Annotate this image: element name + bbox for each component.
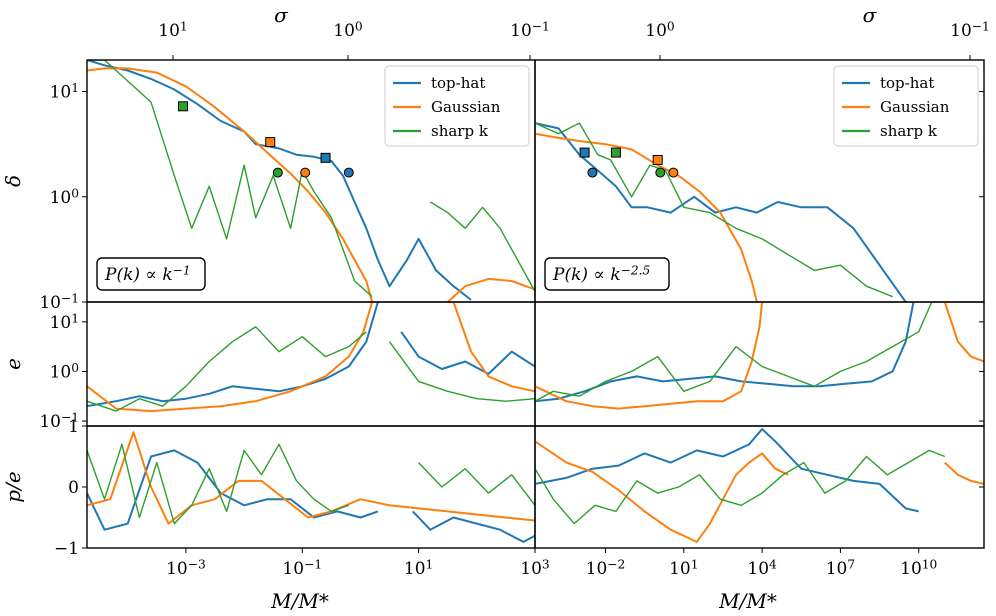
y-tick-label: 0 (68, 478, 79, 498)
subplot-e: 10−1 100 101 e (1, 301, 536, 433)
legend-box (384, 65, 530, 147)
series-line-gaussian (535, 440, 789, 543)
y-tick-label: 101 (50, 81, 79, 103)
subplot-p-e: 10−2 101 104 107 1010 M/M* (534, 425, 985, 613)
subplot--: top-hat Gaussian sharp k P(k) ∝ k−2.5 100 10−… (534, 3, 990, 303)
series-line-top-hat (87, 60, 472, 301)
top-x-tick-label: 100 (645, 19, 674, 41)
top-x-tick-label: 101 (158, 19, 187, 41)
series-line-top-hat (87, 449, 379, 531)
marker-square-top-hat (320, 152, 331, 163)
series-line-gaussian (452, 302, 535, 393)
top-axis-label-sigma: σ (274, 3, 289, 27)
axes-frame (86, 425, 536, 549)
axes-frame (534, 425, 985, 549)
y-tick-label: 1 (68, 417, 79, 437)
series-line-gaussian (535, 132, 758, 302)
marker-square-gaussian (652, 154, 663, 165)
spectrum-label-box (544, 257, 670, 291)
series-line-gaussian (944, 461, 984, 485)
y-axis-label-p-e: p/e (1, 471, 25, 502)
series-line-sharp-k (418, 462, 535, 506)
marker-circle-sharp-k (272, 167, 283, 178)
marker-circle-gaussian (300, 167, 311, 178)
legend-label-top-hat: top-hat (431, 74, 485, 92)
series-line-gaussian (87, 431, 535, 525)
spectrum-label: P(k) ∝ k−2.5 (552, 263, 651, 285)
series-line-top-hat (535, 302, 915, 403)
marker-square-top-hat (579, 147, 590, 158)
legend-label-top-hat: top-hat (880, 74, 934, 92)
subplot-e (534, 301, 985, 427)
x-tick-label: 101 (669, 557, 698, 579)
y-tick-label: 10−1 (39, 411, 79, 433)
series-line-gaussian (87, 302, 374, 413)
y-axis-label-e: e (1, 358, 25, 370)
series-group (535, 428, 984, 543)
series-line-sharp-k (87, 443, 350, 525)
marker-square-gaussian (265, 137, 276, 148)
series-group (535, 302, 984, 410)
top-axis-label-sigma: σ (863, 3, 878, 27)
series-line-top-hat (87, 302, 379, 408)
y-tick-label: −1 (54, 539, 79, 559)
top-x-tick-label: 100 (333, 19, 362, 41)
spectrum-label-box (96, 257, 206, 291)
x-tick-label: 1010 (900, 557, 937, 579)
top-x-tick-label: 10−1 (510, 19, 550, 41)
spectrum-label: P(k) ∝ k−1 (104, 263, 191, 285)
series-line-top-hat (535, 122, 907, 302)
series-line-top-hat (412, 510, 535, 543)
subplot--: 10−1 100 101 δ top-hat Gaussian sharp k P(k) ∝ … (1, 3, 550, 313)
x-tick-label: 107 (826, 557, 855, 579)
series-line-sharp-k (535, 122, 893, 298)
series-line-gaussian (535, 302, 764, 410)
series-line-top-hat (535, 428, 919, 513)
top-x-tick-label: 10−1 (950, 19, 990, 41)
marker-circle-top-hat (587, 167, 598, 178)
series-group (87, 60, 535, 302)
x-tick-label: 10−2 (586, 557, 626, 579)
series-line-gaussian (447, 277, 535, 302)
x-tick-label: 101 (404, 557, 433, 579)
legend-label-gaussian: Gaussian (431, 98, 501, 116)
y-tick-label: 100 (50, 361, 79, 383)
marker-square-sharp-k (178, 101, 188, 112)
x-tick-label: 10−3 (166, 557, 206, 579)
series-line-sharp-k (87, 326, 367, 412)
series-line-sharp-k (87, 60, 373, 298)
legend-label-sharp-k: sharp k (431, 122, 489, 140)
right-panel: top-hat Gaussian sharp k P(k) ∝ k−2.5 100 10−… (534, 3, 990, 613)
series-line-sharp-k (535, 302, 933, 402)
marker-square-sharp-k (610, 147, 621, 158)
series-line-gaussian (943, 302, 984, 363)
x-tick-label: 103 (520, 557, 549, 579)
series-line-top-hat (400, 331, 535, 375)
series-line-sharp-k (535, 449, 946, 525)
marker-circle-top-hat (343, 167, 354, 178)
x-tick-label: 10−1 (282, 557, 322, 579)
subplot-p-e: −1 0 1 p/e 10−3 10−1 101 103 M/M* (1, 417, 550, 613)
x-axis-label: M/M* (270, 589, 329, 613)
legend-box (833, 65, 979, 147)
y-tick-label: 100 (50, 186, 79, 208)
marker-circle-gaussian (668, 167, 679, 178)
legend-label-sharp-k: sharp k (880, 122, 938, 140)
series-line-sharp-k (429, 201, 535, 292)
legend-label-gaussian: Gaussian (880, 98, 950, 116)
y-tick-label: 101 (50, 311, 79, 333)
series-group (87, 302, 535, 413)
x-tick-label: 104 (747, 557, 777, 579)
series-group (87, 431, 535, 543)
series-line-gaussian (87, 67, 374, 302)
y-tick-label: 10−1 (39, 291, 79, 313)
series-group (535, 122, 907, 302)
series-line-sharp-k (388, 341, 535, 402)
marker-circle-sharp-k (655, 167, 666, 178)
y-axis-label--: δ (1, 175, 25, 187)
x-axis-label: M/M* (718, 589, 777, 613)
